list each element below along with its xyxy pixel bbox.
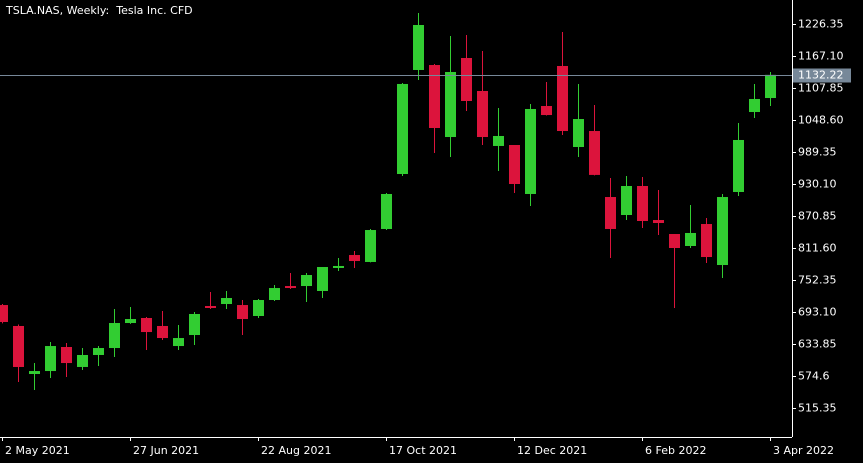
y-tick-label: 811.60	[798, 242, 837, 255]
x-tick-label: 22 Aug 2021	[261, 444, 331, 457]
candle-body	[349, 255, 360, 262]
candle-body	[237, 305, 248, 320]
candle-body	[317, 267, 328, 291]
y-tick-label: 1226.35	[798, 18, 844, 31]
candle-body	[749, 98, 760, 113]
candle-body	[205, 306, 216, 309]
candle-body	[557, 65, 568, 132]
candle-body	[605, 197, 616, 229]
candle-body	[0, 305, 8, 322]
y-tick-label: 515.35	[798, 402, 837, 415]
candle-body	[413, 25, 424, 70]
candle-body	[45, 346, 56, 372]
x-tick-label: 27 Jun 2021	[133, 444, 199, 457]
candle-body	[525, 108, 536, 194]
candle-body	[509, 145, 520, 184]
candle-body	[13, 325, 24, 367]
y-tick-label: 1048.60	[798, 114, 844, 127]
y-tick-label: 1167.10	[798, 50, 844, 63]
y-tick-label: 633.85	[798, 338, 837, 351]
candle-body	[397, 83, 408, 175]
candle-body	[445, 71, 456, 138]
x-tick-label: 12 Dec 2021	[517, 444, 587, 457]
candle-body	[157, 325, 168, 339]
candle-body	[589, 131, 600, 175]
candle-body	[253, 300, 264, 316]
candle-body	[189, 313, 200, 336]
candle-body	[365, 230, 376, 262]
candle-body	[29, 371, 40, 374]
y-tick-label: 989.35	[798, 146, 837, 159]
y-tick-label: 752.35	[798, 274, 837, 287]
candle-body	[141, 317, 152, 333]
x-tick-label: 3 Apr 2022	[773, 444, 834, 457]
chart-title: TSLA.NAS, Weekly: Tesla Inc. CFD	[5, 4, 193, 17]
y-tick-label: 930.10	[798, 178, 837, 191]
y-tick-label: 870.85	[798, 210, 837, 223]
candle-body	[493, 135, 504, 146]
candle-body	[669, 234, 680, 248]
last-price-box	[793, 68, 851, 83]
candle-body	[269, 288, 280, 301]
candle-body	[381, 193, 392, 229]
y-tick-label: 1107.85	[798, 82, 844, 95]
candle-body	[701, 224, 712, 258]
candle-body	[109, 323, 120, 349]
candle-body	[637, 185, 648, 221]
candle-body	[429, 65, 440, 128]
candle-body	[653, 220, 664, 223]
candle-body	[173, 338, 184, 347]
x-tick-label: 2 May 2021	[5, 444, 70, 457]
candle-body	[333, 265, 344, 268]
x-tick-label: 17 Oct 2021	[389, 444, 457, 457]
candle-body	[285, 286, 296, 289]
x-tick-label: 6 Feb 2022	[645, 444, 706, 457]
candle-body	[77, 354, 88, 367]
candle-body	[685, 232, 696, 247]
y-tick-label: 574.6	[798, 370, 830, 383]
last-price-label: 1132.22	[798, 69, 844, 82]
candle-body	[621, 185, 632, 216]
candle-body	[765, 74, 776, 99]
candle-body	[61, 346, 72, 364]
candle-body	[477, 90, 488, 138]
candle-body	[221, 298, 232, 305]
candle-body	[573, 119, 584, 148]
y-tick-label: 693.10	[798, 306, 837, 319]
candle-body	[461, 57, 472, 101]
candle-body	[93, 348, 104, 355]
candle-body	[125, 319, 136, 324]
candle-body	[717, 197, 728, 266]
candle-body	[733, 139, 744, 192]
candle-body	[301, 275, 312, 287]
candle-body	[541, 106, 552, 116]
